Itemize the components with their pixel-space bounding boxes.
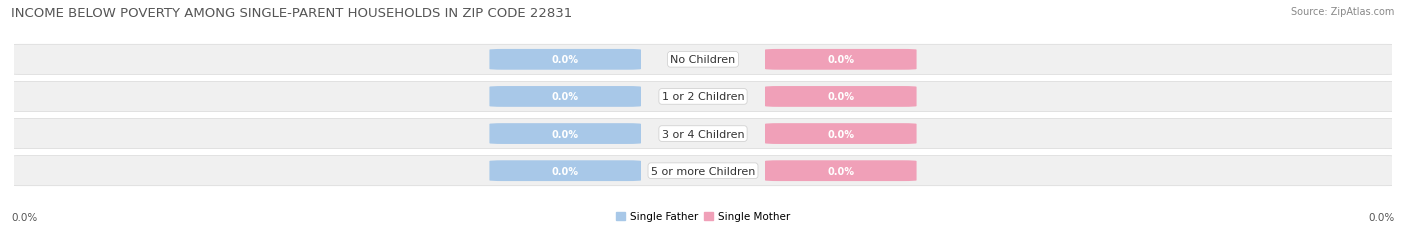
FancyBboxPatch shape (765, 87, 917, 107)
Text: 0.0%: 0.0% (551, 92, 579, 102)
Text: 0.0%: 0.0% (551, 166, 579, 176)
Text: No Children: No Children (671, 55, 735, 65)
Text: 5 or more Children: 5 or more Children (651, 166, 755, 176)
FancyBboxPatch shape (765, 124, 917, 144)
Text: Source: ZipAtlas.com: Source: ZipAtlas.com (1291, 7, 1395, 17)
FancyBboxPatch shape (765, 50, 917, 70)
Legend: Single Father, Single Mother: Single Father, Single Mother (612, 207, 794, 226)
FancyBboxPatch shape (11, 119, 1395, 149)
Text: 0.0%: 0.0% (827, 129, 855, 139)
Text: 1 or 2 Children: 1 or 2 Children (662, 92, 744, 102)
Text: 0.0%: 0.0% (827, 55, 855, 65)
FancyBboxPatch shape (489, 87, 641, 107)
FancyBboxPatch shape (11, 82, 1395, 112)
Text: INCOME BELOW POVERTY AMONG SINGLE-PARENT HOUSEHOLDS IN ZIP CODE 22831: INCOME BELOW POVERTY AMONG SINGLE-PARENT… (11, 7, 572, 20)
Text: 0.0%: 0.0% (11, 212, 38, 222)
FancyBboxPatch shape (11, 45, 1395, 75)
Text: 0.0%: 0.0% (551, 129, 579, 139)
FancyBboxPatch shape (489, 50, 641, 70)
FancyBboxPatch shape (11, 156, 1395, 186)
Text: 0.0%: 0.0% (827, 92, 855, 102)
FancyBboxPatch shape (765, 161, 917, 181)
FancyBboxPatch shape (489, 161, 641, 181)
FancyBboxPatch shape (489, 124, 641, 144)
Text: 3 or 4 Children: 3 or 4 Children (662, 129, 744, 139)
Text: 0.0%: 0.0% (551, 55, 579, 65)
Text: 0.0%: 0.0% (1368, 212, 1395, 222)
Text: 0.0%: 0.0% (827, 166, 855, 176)
